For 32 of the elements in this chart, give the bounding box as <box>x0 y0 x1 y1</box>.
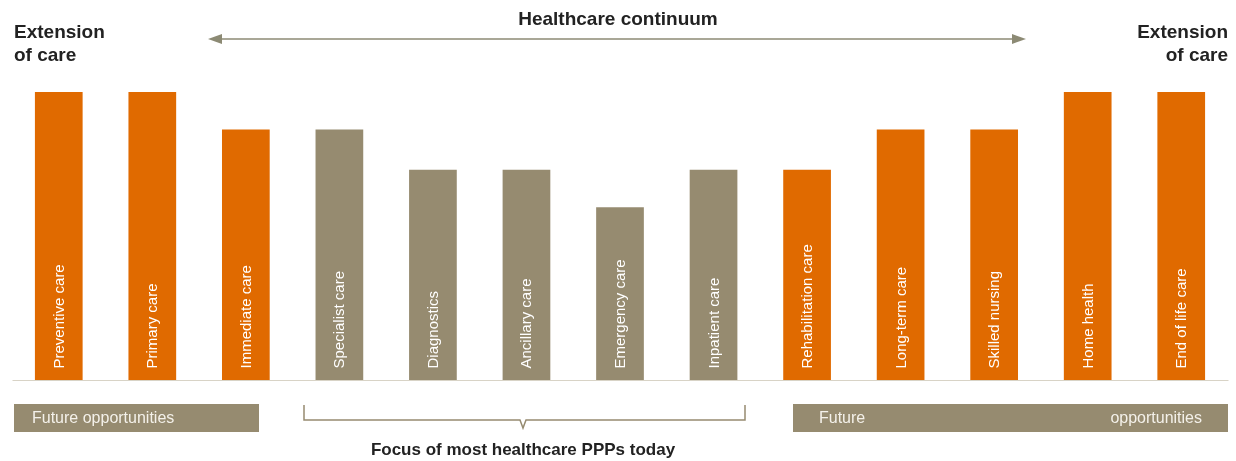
x-tick-label: Skilled nursing <box>985 270 1003 369</box>
text: Focus of most healthcare PPPs today <box>369 439 677 461</box>
bar <box>876 129 925 380</box>
text: Healthcare continuum <box>518 8 718 29</box>
x-tick-label: Preventive care <box>49 264 67 369</box>
text: Future opportunities <box>14 404 259 432</box>
x-tick-label: Home health <box>1078 283 1096 369</box>
bar <box>315 129 364 380</box>
text: Extension of care <box>14 20 106 66</box>
x-tick-label: Specialist care <box>330 270 348 369</box>
bar <box>783 169 831 380</box>
bar <box>596 207 644 380</box>
x-tick-label: Immediate care <box>236 265 254 369</box>
x-tick-label: Ancillary care <box>517 278 535 369</box>
x-tick-label: Emergency care <box>611 259 628 369</box>
bar <box>970 129 1019 380</box>
bar <box>1157 92 1206 380</box>
text: Extension of care <box>1136 20 1228 66</box>
bar <box>128 92 177 380</box>
bar <box>221 129 270 380</box>
x-tick-label: Primary care <box>143 283 161 369</box>
bar <box>409 169 457 380</box>
text: Future opportunities <box>793 404 1228 432</box>
bar <box>502 169 551 380</box>
bar <box>1063 92 1112 380</box>
bar <box>34 92 83 380</box>
x-tick-label: Long-term care <box>891 266 909 369</box>
x-tick-label: End of life care <box>1172 268 1190 369</box>
x-tick-label: Diagnostics <box>423 290 441 369</box>
x-tick-label: Rehabilitation care <box>798 244 816 369</box>
bar <box>689 169 738 380</box>
x-tick-label: Inpatient care <box>704 277 722 369</box>
